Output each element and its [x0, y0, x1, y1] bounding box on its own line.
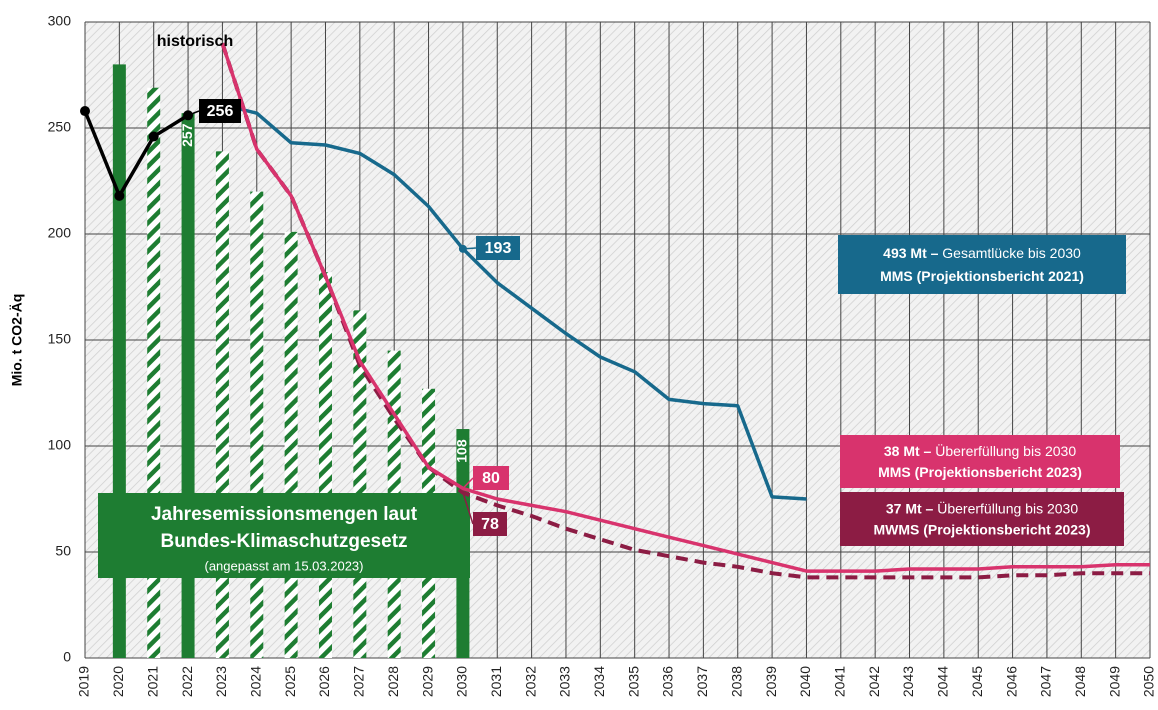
bar: [284, 231, 298, 658]
series-line: [220, 42, 1150, 580]
y-tick-label: 300: [48, 13, 72, 29]
x-tick-label: 2024: [247, 666, 263, 697]
x-tick-label: 2039: [763, 666, 779, 697]
x-tick-label: 2031: [488, 666, 504, 697]
x-tick-label: 2020: [110, 666, 126, 697]
annotation-body: Übererfüllung bis 2030: [935, 442, 1076, 459]
data-label: 80: [482, 470, 500, 487]
series-label: historisch: [157, 33, 233, 50]
x-tick-label: 2045: [969, 666, 985, 697]
x-tick-label: 2050: [1141, 666, 1157, 697]
x-tick-label: 2029: [419, 666, 435, 697]
annotation-text: 37 Mt – Übererfüllung bis 2030: [886, 499, 1078, 516]
data-label: 78: [481, 516, 499, 533]
callout-line: [462, 247, 477, 250]
y-tick-label: 250: [48, 119, 72, 135]
x-tick-label: 2034: [591, 666, 607, 697]
x-tick-label: 2047: [1038, 666, 1054, 697]
x-tick-label: 2021: [144, 666, 160, 697]
annotation-box: 38 Mt – Übererfüllung bis 2030 MMS (Proje…: [840, 435, 1120, 488]
callout-line: [462, 477, 474, 489]
x-tick-label: 2023: [213, 666, 229, 697]
series-line: [221, 103, 807, 501]
annotation-box: 37 Mt – Übererfüllung bis 2030 MWMS (Proj…: [840, 492, 1124, 546]
x-tick-label: 2026: [316, 666, 332, 697]
x-tick-label: 2036: [660, 666, 676, 697]
annotation-bg: [840, 492, 1124, 546]
annotation-series: MWMS (Projektionsbericht 2023): [873, 522, 1090, 538]
x-tick-label: 2032: [522, 666, 538, 697]
x-tick-label: 2030: [454, 666, 470, 697]
series-line: [83, 110, 190, 198]
x-tick-label: 2043: [900, 666, 916, 697]
x-tick-label: 2042: [866, 666, 882, 697]
y-tick-label: 100: [48, 437, 72, 453]
annotation-body: Gesamtlücke bis 2030: [942, 245, 1081, 261]
x-tick-label: 2049: [1106, 666, 1122, 697]
data-label: 256: [207, 103, 234, 120]
annotation-bg: [840, 435, 1120, 488]
bar: [318, 272, 332, 658]
annotation-lead: 38 Mt –: [884, 443, 932, 459]
y-tick-label: 0: [63, 649, 71, 665]
y-tick-label: 150: [48, 331, 72, 347]
x-tick-label: 2044: [935, 666, 951, 697]
ksg-box-note: (angepasst am 15.03.2023): [205, 558, 364, 573]
x-tick-label: 2046: [1003, 666, 1019, 697]
x-tick-label: 2019: [76, 666, 92, 697]
bar: [250, 191, 264, 658]
x-tick-label: 2025: [282, 666, 298, 697]
annotation-body: Übererfüllung bis 2030: [937, 499, 1078, 516]
x-tick-label: 2022: [179, 666, 195, 697]
ksg-box: Jahresemissionsmengen laut Bundes-Klimasc…: [98, 493, 470, 578]
annotation-series: MMS (Projektionsbericht 2023): [878, 464, 1082, 480]
y-tick-label: 50: [55, 543, 71, 559]
bar: [215, 151, 229, 658]
y-axis-label: Mio. t CO2-Äq: [9, 294, 25, 387]
point: [80, 106, 90, 117]
y-tick-label: 200: [48, 225, 72, 241]
ksg-box-bg: [98, 493, 470, 578]
point: [148, 131, 159, 142]
annotation-bg: [838, 235, 1126, 294]
callout-box: [199, 99, 241, 123]
x-tick-label: 2037: [694, 666, 710, 697]
callout-box: [476, 236, 520, 260]
series-line: [220, 42, 1150, 573]
ksg-box-text: Bundes-Klimaschutzgesetz: [160, 531, 407, 552]
x-tick-label: 2048: [1072, 666, 1088, 697]
callout-box: [473, 466, 509, 490]
x-tick-label: 2035: [625, 666, 641, 697]
data-label: 193: [485, 240, 512, 257]
data-label: 257: [179, 123, 195, 147]
point: [114, 190, 125, 201]
x-tick-label: 2028: [385, 666, 401, 697]
x-tick-label: 2038: [728, 666, 744, 697]
callout-line: [462, 492, 474, 525]
annotation-box: 493 Mt – Gesamtlücke bis 2030 MMS (Projek…: [838, 235, 1126, 294]
annotation-text: 38 Mt – Übererfüllung bis 2030: [884, 442, 1076, 459]
x-tick-label: 2033: [557, 666, 573, 697]
callout-line: [187, 110, 200, 116]
callout-box: [473, 512, 507, 536]
data-label: 108: [454, 439, 470, 463]
annotation-lead: 493 Mt –: [883, 245, 938, 261]
annotation-series: MMS (Projektionsbericht 2021): [880, 268, 1084, 284]
ksg-box-text: Jahresemissionsmengen laut: [151, 504, 418, 525]
annotation-text: 493 Mt – Gesamtlücke bis 2030: [883, 245, 1081, 261]
x-tick-label: 2027: [351, 666, 367, 697]
annotation-lead: 37 Mt –: [886, 500, 934, 516]
x-tick-label: 2040: [797, 666, 813, 697]
x-tick-label: 2041: [832, 666, 848, 697]
